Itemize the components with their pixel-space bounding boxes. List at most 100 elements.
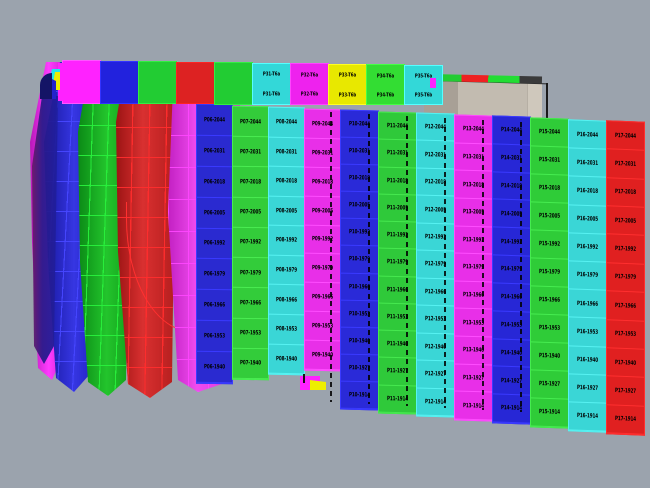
plate-cell[interactable]: P14-2005 (493, 200, 530, 230)
plate-cell[interactable]: P07-2044 (233, 106, 268, 138)
plate-cell[interactable]: P09-1953 (305, 311, 340, 342)
plate-cell[interactable]: P10-1940 (341, 327, 378, 356)
plate-cell[interactable]: P10-2005 (341, 191, 378, 220)
plate-cell[interactable]: P10-1914 (341, 381, 378, 410)
plate-cell[interactable]: P12-2044 (417, 113, 454, 143)
plate-cell[interactable]: P11-1992 (379, 221, 416, 250)
plate-cell[interactable]: P09-1966 (305, 282, 340, 313)
strip-L3[interactable]: P08-2044 P08-2031 P08-2018 P08-2005 P08-1992… (268, 106, 305, 376)
plate-cell[interactable]: P13-2018 (455, 170, 492, 200)
plate-cell[interactable]: P12-2031 (417, 141, 454, 170)
plate-cell[interactable]: P12-2005 (417, 196, 454, 225)
plate-cell[interactable]: P17-1953 (607, 320, 644, 350)
plate-cell[interactable]: P11-1966 (379, 275, 416, 304)
strip-01[interactable]: P10-2044 P10-2031 P10-2018 P10-2005 P10-1992… (340, 109, 379, 411)
plate-cell[interactable]: P09-1979 (305, 253, 340, 284)
plate-cell[interactable]: P11-2031 (379, 139, 416, 168)
plate-cell[interactable]: P16-1953 (569, 317, 606, 347)
plate-cell[interactable]: P14-2018 (493, 172, 530, 202)
top-band-cell[interactable]: P32-T6a P32-T6b (290, 63, 329, 105)
plate-cell[interactable]: P17-1940 (607, 348, 644, 379)
plate-cell[interactable]: P15-2044 (531, 118, 568, 148)
plate-cell[interactable]: P17-2005 (607, 206, 644, 237)
plate-cell[interactable]: P17-1927 (607, 376, 644, 407)
plate-cell[interactable]: P17-2031 (607, 149, 644, 180)
plate-cell[interactable]: P13-1914 (455, 391, 492, 421)
plate-cell[interactable]: P09-2031 (305, 138, 340, 168)
plate-cell[interactable]: P09-2044 (305, 109, 340, 139)
plate-cell[interactable]: P12-1966 (417, 278, 454, 307)
plate-cell[interactable]: P11-1979 (379, 248, 416, 277)
strip-L4[interactable]: P09-2044 P09-2031 P09-2018 P09-2005 P09-1992… (304, 108, 341, 371)
plate-cell[interactable]: P08-2044 (269, 107, 304, 138)
plate-cell[interactable]: P16-1992 (569, 232, 606, 263)
plate-cell[interactable]: P06-2044 (197, 104, 232, 137)
plate-cell[interactable]: P10-1992 (341, 218, 378, 247)
plate-cell[interactable]: P15-1979 (531, 258, 568, 288)
plate-cell[interactable]: P10-1927 (341, 354, 378, 383)
plate-cell[interactable]: P14-1992 (493, 228, 530, 258)
plate-cell[interactable]: P12-1992 (417, 223, 454, 252)
plate-cell[interactable]: P15-1953 (531, 314, 568, 344)
plate-cell[interactable]: P15-2018 (531, 174, 568, 204)
plate-cell[interactable]: P12-1927 (417, 360, 454, 390)
plate-cell[interactable]: P06-1953 (197, 320, 232, 353)
plate-cell[interactable]: P06-2031 (197, 135, 232, 168)
plate-cell[interactable]: P14-2031 (493, 144, 530, 174)
plate-cell[interactable]: P07-1966 (233, 287, 268, 319)
strip-02[interactable]: P11-2044 P11-2031 P11-2018 P11-2005 P11-1992… (378, 111, 417, 415)
plate-cell[interactable]: P08-1966 (269, 285, 304, 316)
plate-cell[interactable]: P07-2031 (233, 136, 268, 168)
plate-cell[interactable]: P13-2044 (455, 115, 492, 144)
plate-cell[interactable]: P15-1992 (531, 230, 568, 260)
strip-05[interactable]: P14-2044 P14-2031 P14-2018 P14-2005 P14-1992… (492, 115, 531, 425)
plate-cell[interactable]: P17-1979 (607, 263, 644, 294)
plate-cell[interactable]: P08-2018 (269, 166, 304, 198)
plate-cell[interactable]: P15-1914 (531, 398, 568, 428)
plate-cell[interactable]: P10-2031 (341, 137, 378, 166)
plate-cell[interactable]: P10-1966 (341, 273, 378, 302)
plate-cell[interactable]: P16-2031 (569, 148, 606, 178)
top-band-cell[interactable] (100, 60, 139, 105)
plate-cell[interactable]: P14-1979 (493, 255, 530, 285)
plate-cell[interactable]: P14-1914 (493, 394, 530, 424)
plate-cell[interactable]: P09-2018 (305, 166, 340, 197)
top-band-cell[interactable]: P33-T6a P33-T6b (328, 63, 367, 106)
plate-cell[interactable]: P11-2018 (379, 166, 416, 195)
plate-cell[interactable]: P09-1940 (305, 340, 340, 370)
plate-cell[interactable]: P16-1979 (569, 260, 606, 291)
plate-cell[interactable]: P08-2005 (269, 196, 304, 227)
plate-cell[interactable]: P10-1979 (341, 246, 378, 274)
plate-cell[interactable]: P06-1979 (197, 259, 232, 291)
top-band-cell[interactable]: P34-T6a P34-T6b (366, 64, 405, 106)
plate-cell[interactable]: P14-1940 (493, 339, 530, 369)
top-band-cell[interactable] (138, 61, 177, 105)
plate-cell[interactable]: P06-2005 (197, 197, 232, 229)
plate-cell[interactable]: P06-1940 (197, 351, 232, 384)
plate-cell[interactable]: P13-1979 (455, 253, 492, 283)
plate-cell[interactable]: P10-1953 (341, 300, 378, 329)
strip-06[interactable]: P15-2044 P15-2031 P15-2018 P15-2005 P15-1992… (530, 117, 569, 429)
plate-cell[interactable]: P07-1979 (233, 257, 268, 289)
plate-cell[interactable]: P13-1992 (455, 225, 492, 255)
plate-cell[interactable]: P10-2044 (341, 110, 378, 139)
strip-04[interactable]: P13-2044 P13-2031 P13-2018 P13-2005 P13-1992… (454, 114, 493, 422)
plate-cell[interactable]: P15-2031 (531, 146, 568, 176)
plate-cell[interactable]: P17-2044 (607, 121, 644, 152)
plate-cell[interactable]: P13-1953 (455, 308, 492, 338)
plate-cell[interactable]: P13-1927 (455, 364, 492, 393)
plate-cell[interactable]: P12-2018 (417, 168, 454, 198)
plate-cell[interactable]: P16-2044 (569, 119, 606, 150)
plate-cell[interactable]: P07-1953 (233, 317, 268, 349)
plate-cell[interactable]: P16-1927 (569, 373, 606, 404)
plate-cell[interactable]: P13-2005 (455, 198, 492, 227)
plate-cell[interactable]: P13-2031 (455, 142, 492, 172)
plate-cell[interactable]: P11-2005 (379, 193, 416, 223)
plate-cell[interactable]: P08-1940 (269, 344, 304, 375)
plate-cell[interactable]: P08-2031 (269, 137, 304, 168)
strip-07[interactable]: P16-2044 P16-2031 P16-2018 P16-2005 P16-1992… (568, 118, 607, 433)
plate-cell[interactable]: P16-2005 (569, 204, 606, 234)
plate-cell[interactable]: P07-2018 (233, 166, 268, 198)
plate-cell[interactable]: P16-1914 (569, 401, 606, 432)
